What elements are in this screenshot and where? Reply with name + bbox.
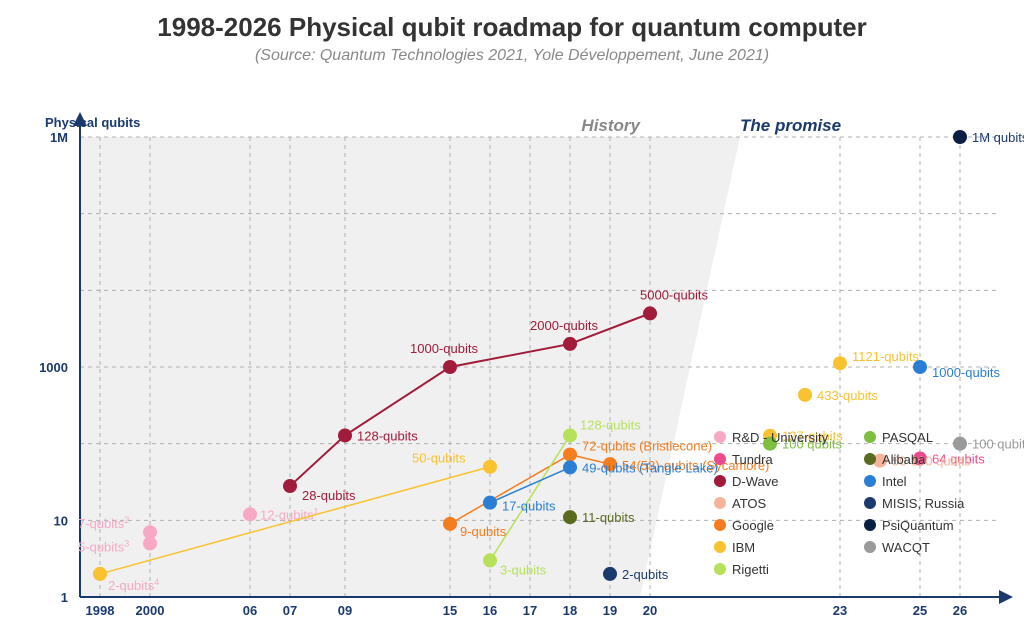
data-point xyxy=(563,448,577,462)
legend-marker xyxy=(714,519,726,531)
point-label: 1M qubits xyxy=(972,130,1024,145)
page-subtitle: (Source: Quantum Technologies 2021, Yole… xyxy=(0,47,1024,65)
point-label: 1000-qubits xyxy=(932,365,1000,380)
legend-marker xyxy=(714,431,726,443)
promise-label: The promise xyxy=(740,116,841,135)
legend-marker xyxy=(714,453,726,465)
legend-label: PsiQuantum xyxy=(882,518,954,533)
point-label: 11-qubits xyxy=(582,510,635,525)
legend-label: PASQAL xyxy=(882,430,933,445)
x-tick-label: 15 xyxy=(443,603,457,618)
history-label: History xyxy=(581,116,641,135)
legend-marker xyxy=(864,497,876,509)
x-tick-label: 23 xyxy=(833,603,847,618)
legend-label: ATOS xyxy=(732,496,767,511)
legend-label: Intel xyxy=(882,474,907,489)
legend-label: Google xyxy=(732,518,774,533)
data-point xyxy=(483,496,497,510)
point-label: 3-qubits xyxy=(500,562,547,577)
y-axis-label: Physical qubits xyxy=(45,115,140,130)
data-point xyxy=(283,479,297,493)
x-tick-label: 20 xyxy=(643,603,657,618)
data-point xyxy=(563,428,577,442)
x-tick-label: 17 xyxy=(523,603,537,618)
data-point xyxy=(443,360,457,374)
x-tick-label: 19 xyxy=(603,603,617,618)
data-point xyxy=(483,460,497,474)
y-tick-label: 1M xyxy=(50,130,68,145)
x-tick-label: 06 xyxy=(243,603,257,618)
data-point xyxy=(243,507,257,521)
point-label: 49-qubits (Tangle Lake) xyxy=(582,460,718,475)
x-tick-label: 26 xyxy=(953,603,967,618)
point-label: 2-qubits xyxy=(622,567,669,582)
x-tick-label: 09 xyxy=(338,603,352,618)
data-point xyxy=(483,553,497,567)
point-label: 1000-qubits xyxy=(410,341,478,356)
legend-marker xyxy=(864,475,876,487)
legend-marker xyxy=(714,563,726,575)
legend-label: Rigetti xyxy=(732,562,769,577)
data-point xyxy=(953,130,967,144)
data-point xyxy=(603,567,617,581)
data-point xyxy=(643,306,657,320)
point-label: 12-qubits1 xyxy=(260,506,319,522)
legend-marker xyxy=(864,519,876,531)
x-tick-label: 25 xyxy=(913,603,927,618)
point-label: 100 qubits xyxy=(972,437,1024,452)
data-point xyxy=(93,567,107,581)
point-label: 5000-qubits xyxy=(640,287,708,302)
data-point xyxy=(798,388,812,402)
data-point xyxy=(953,437,967,451)
legend-marker xyxy=(864,453,876,465)
point-label: 28-qubits xyxy=(302,488,356,503)
data-point xyxy=(913,360,927,374)
point-label: 7-qubits2 xyxy=(78,515,129,531)
legend-label: IBM xyxy=(732,540,755,555)
roadmap-chart: 1 10 1000 1M 1998 2000 06 07 09 15 16 17 18 19 20 23 25 2… xyxy=(0,107,1024,637)
y-tick-label: 1 xyxy=(61,590,68,605)
legend-marker xyxy=(864,541,876,553)
data-point xyxy=(563,510,577,524)
legend-marker xyxy=(714,497,726,509)
y-tick-label: 10 xyxy=(54,513,68,528)
data-point xyxy=(563,337,577,351)
point-label: 72-qubits (Bristlecone) xyxy=(582,439,712,454)
legend-label: D-Wave xyxy=(732,474,778,489)
legend-label: Tundra xyxy=(732,452,773,467)
legend-label: MISIS, Russia xyxy=(882,496,965,511)
page-title: 1998-2026 Physical qubit roadmap for qua… xyxy=(0,12,1024,43)
legend-marker xyxy=(714,475,726,487)
data-point xyxy=(443,517,457,531)
legend-label: R&D - University xyxy=(732,430,829,445)
data-point xyxy=(338,428,352,442)
point-label: 17-qubits xyxy=(502,499,556,514)
point-label: 9-qubits xyxy=(460,524,507,539)
point-label: 2000-qubits xyxy=(530,318,598,333)
point-label: 1121-qubits xyxy=(852,349,919,364)
x-tick-label: 1998 xyxy=(86,603,115,618)
data-point xyxy=(563,460,577,474)
x-tick-label: 16 xyxy=(483,603,497,618)
x-tick-label: 07 xyxy=(283,603,297,618)
data-point xyxy=(143,525,157,539)
legend-marker xyxy=(714,541,726,553)
point-label: 5-qubits3 xyxy=(78,538,129,554)
legend-label: WACQT xyxy=(882,540,930,555)
x-tick-label: 18 xyxy=(563,603,577,618)
y-tick-label: 1000 xyxy=(39,360,68,375)
point-label: 50-qubits xyxy=(412,451,466,466)
x-tick-label: 2000 xyxy=(136,603,165,618)
point-label: 128-qubits xyxy=(580,417,641,432)
point-label: 2-qubits4 xyxy=(108,577,159,593)
data-point xyxy=(833,356,847,370)
point-label: 433-qubits xyxy=(817,388,878,403)
legend-marker xyxy=(864,431,876,443)
legend-label: Alibaba xyxy=(882,452,926,467)
point-label: 128-qubits xyxy=(357,428,418,443)
